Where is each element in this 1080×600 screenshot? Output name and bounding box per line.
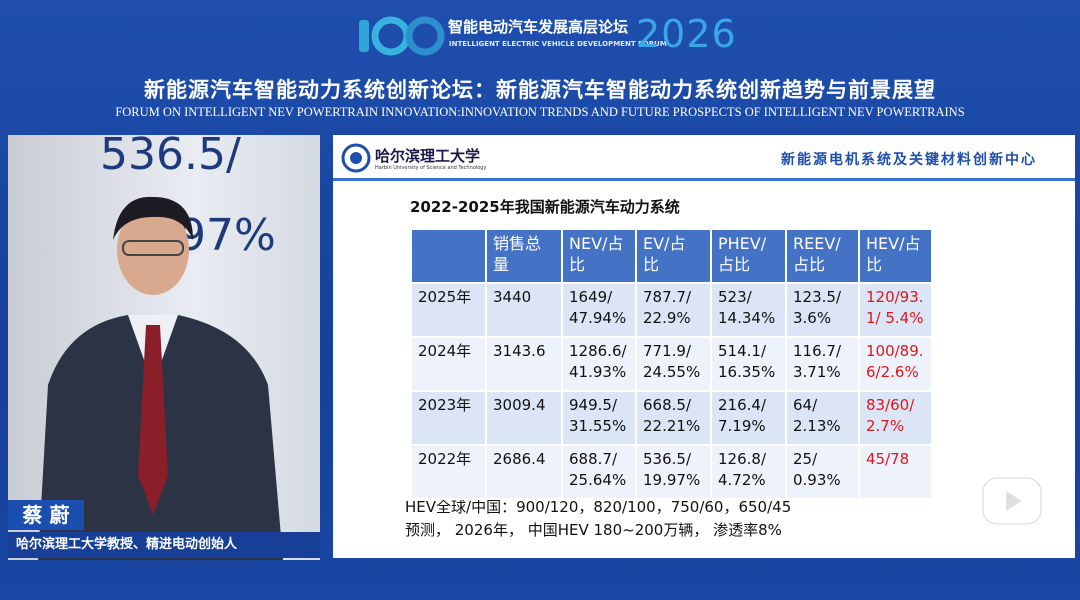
table-cell: 668.5/ 22.21%	[635, 390, 712, 446]
table-cell: 2022年	[410, 444, 487, 500]
speaker-video: 536.5/ 97%	[8, 135, 320, 560]
forum-name-en: INTELLIGENT ELECTRIC VEHICLE DEVELOPMENT…	[449, 40, 667, 48]
table-cell: 1286.6/ 41.93%	[561, 336, 637, 392]
table-cell: 536.5/ 19.97%	[635, 444, 712, 500]
table-cell: 771.9/ 24.55%	[635, 336, 712, 392]
table-cell: 2024年	[410, 336, 487, 392]
speaker-name: 蔡 蔚	[8, 500, 84, 530]
table-cell: 216.4/ 7.19%	[710, 390, 787, 446]
table-row: 2025年 3440 1649/ 47.94% 787.7/ 22.9% 523/ 14…	[410, 282, 933, 338]
note: 预测， 2026年， 中国HEV 180~200万辆， 渗透率8%	[405, 521, 782, 539]
table-cell: 83/60/ 2.7%	[858, 390, 933, 446]
university-name-en: Harbin University of Science and Technol…	[375, 165, 487, 171]
university-logo	[341, 143, 371, 173]
table-cell: 949.5/ 31.55%	[561, 390, 637, 446]
table-cell: 1649/ 47.94%	[561, 282, 637, 338]
header-cell	[410, 228, 487, 284]
play-icon	[982, 477, 1042, 525]
table-cell: 523/ 14.34%	[710, 282, 787, 338]
forum-year: 2026	[636, 12, 737, 56]
header-cell: PHEV/ 占比	[710, 228, 787, 284]
table-cell: 2025年	[410, 282, 487, 338]
table-row: 2023年 3009.4 949.5/ 31.55% 668.5/ 22.21% 216…	[410, 390, 933, 446]
table-cell: 123.5/ 3.6%	[785, 282, 860, 338]
table-cell: 787.7/ 22.9%	[635, 282, 712, 338]
table-cell: 2686.4	[485, 444, 563, 500]
header-cell: EV/占 比	[635, 228, 712, 284]
table-cell: 64/ 2.13%	[785, 390, 860, 446]
forum-logo	[359, 16, 445, 56]
backdrop-text: 97%	[178, 210, 276, 261]
table-cell: 120/93. 1/ 5.4%	[858, 282, 933, 338]
backdrop-text: 536.5/	[100, 135, 241, 180]
table-row: 2022年 2686.4 688.7/ 25.64% 536.5/ 19.97% 126…	[410, 444, 933, 500]
header-rule	[333, 178, 1075, 181]
forum-title: 新能源汽车智能动力系统创新论坛：新能源汽车智能动力系统创新趋势与前景展望	[144, 78, 936, 102]
table-cell: 514.1/ 16.35%	[710, 336, 787, 392]
table-cell: 2023年	[410, 390, 487, 446]
table-cell: 25/ 0.93%	[785, 444, 860, 500]
table-cell: 688.7/ 25.64%	[561, 444, 637, 500]
header-cell: HEV/占 比	[858, 228, 933, 284]
header-row: 销售总 量 NEV/占 比 EV/占 比 PHEV/ 占比 REEV/ 占比 HEV/占 …	[410, 228, 933, 284]
table-cell: 3440	[485, 282, 563, 338]
header-cell: NEV/占 比	[561, 228, 637, 284]
table-cell: 100/89. 6/2.6%	[858, 336, 933, 392]
university-name: 哈尔滨理工大学	[375, 147, 481, 165]
data-table: 销售总 量 NEV/占 比 EV/占 比 PHEV/ 占比 REEV/ 占比 HEV/占 …	[410, 228, 933, 500]
forum-subtitle: FORUM ON INTELLIGENT NEV POWERTRAIN INNO…	[115, 105, 965, 119]
note: HEV全球/中国：900/120，820/100，750/60，650/45	[405, 498, 792, 516]
table-cell: 3143.6	[485, 336, 563, 392]
table-cell: 126.8/ 4.72%	[710, 444, 787, 500]
center-name: 新能源电机系统及关键材料创新中心	[781, 152, 1037, 168]
table-row: 2024年 3143.6 1286.6/ 41.93% 771.9/ 24.55% 51…	[410, 336, 933, 392]
speaker-caption: 哈尔滨理工大学教授、精进电动创始人	[8, 532, 320, 558]
table-cell: 116.7/ 3.71%	[785, 336, 860, 392]
header-cell: REEV/ 占比	[785, 228, 860, 284]
speaker-figure	[38, 196, 283, 560]
header-cell: 销售总 量	[485, 228, 563, 284]
table-title: 2022-2025年我国新能源汽车动力系统	[410, 198, 680, 216]
forum-name: 智能电动汽车发展高层论坛	[448, 18, 629, 36]
table-cell: 45/78	[858, 444, 933, 500]
table-cell: 3009.4	[485, 390, 563, 446]
